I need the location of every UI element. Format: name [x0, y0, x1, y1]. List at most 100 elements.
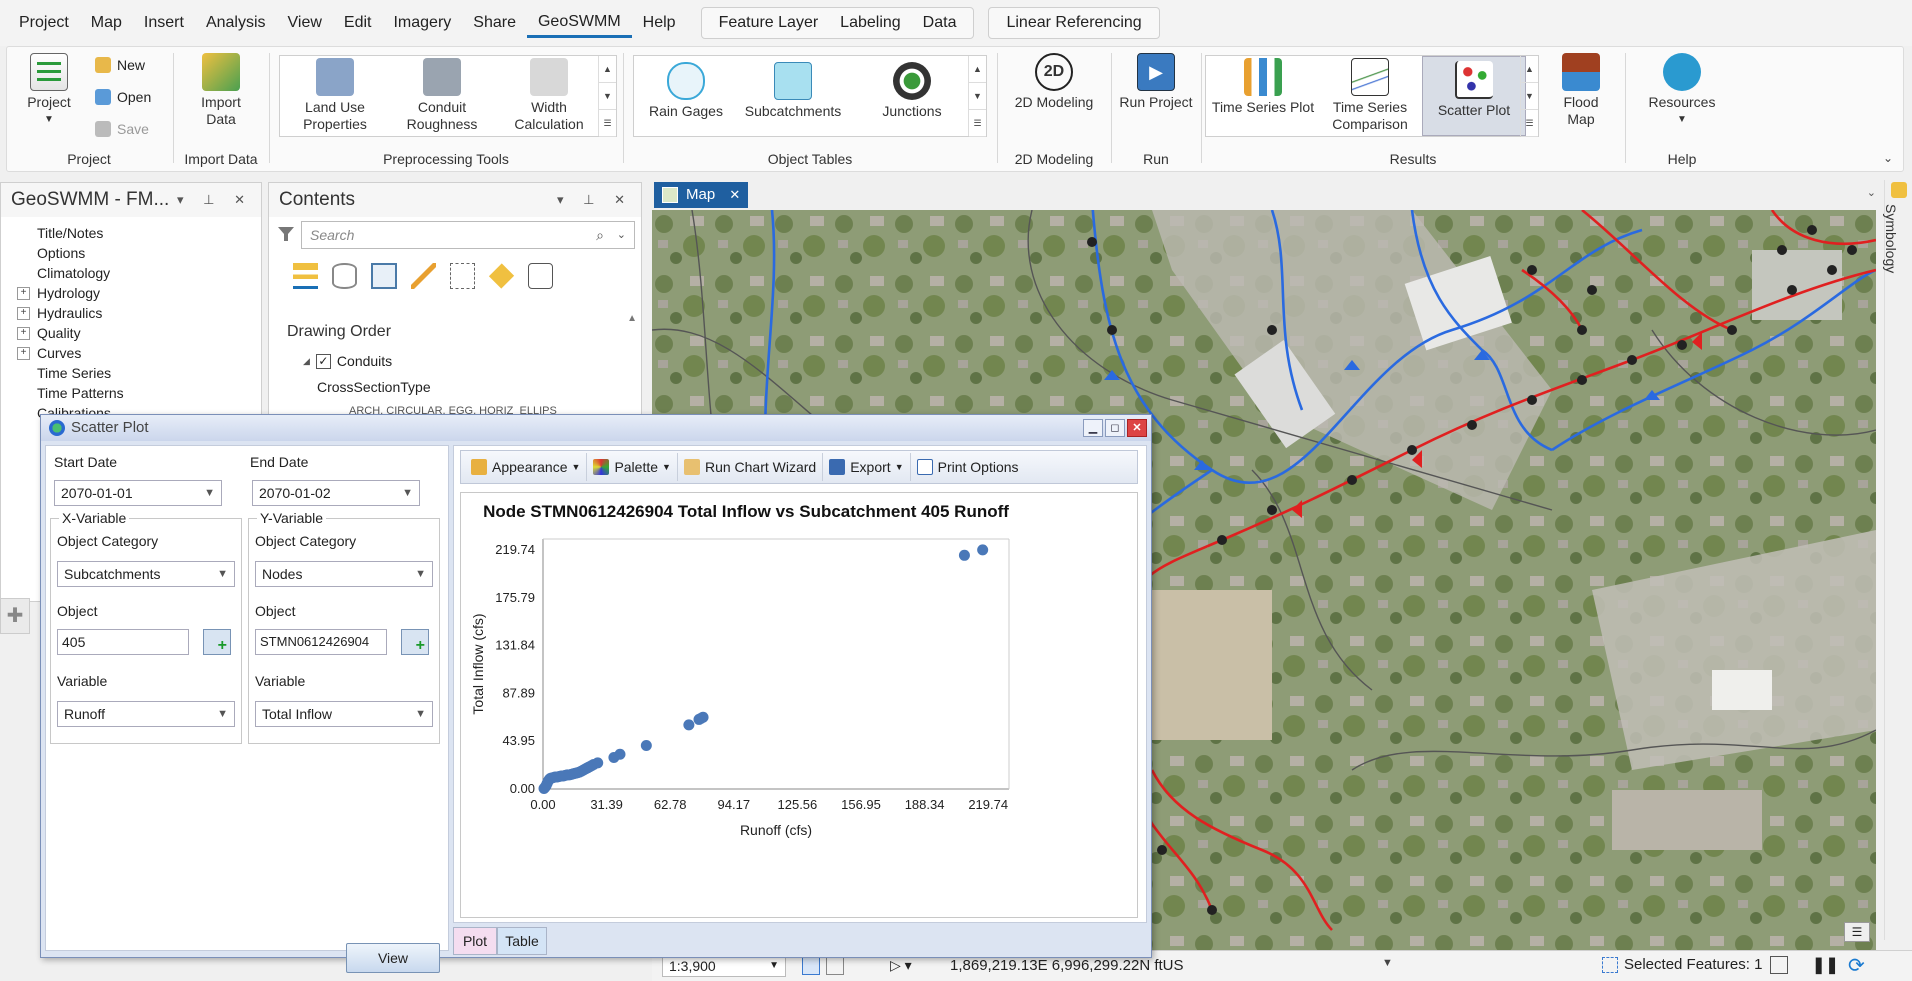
menu-geoswmm[interactable]: GeoSWMM: [526, 8, 632, 38]
snapping-icon[interactable]: [449, 263, 475, 289]
palette-button[interactable]: Palette ▼: [587, 453, 678, 481]
menu-edit[interactable]: Edit: [343, 14, 372, 31]
editing-icon[interactable]: [410, 263, 436, 289]
tree-item-hydraulics[interactable]: Hydraulics: [1, 303, 261, 323]
menu-map[interactable]: Map: [90, 14, 122, 31]
chevron-down-icon: ▼: [894, 462, 904, 472]
menu-analysis[interactable]: Analysis: [205, 14, 266, 31]
filter-icon[interactable]: [1770, 956, 1788, 974]
y-object-pick-button[interactable]: [401, 629, 429, 655]
charts-icon[interactable]: [527, 263, 553, 289]
project-button[interactable]: Project ▼: [19, 53, 79, 128]
fixed-zoom-icon[interactable]: [802, 957, 820, 975]
minimize-button[interactable]: ▁: [1083, 419, 1103, 437]
pause-icon[interactable]: ❚❚: [1812, 957, 1839, 974]
selected-features[interactable]: Selected Features: 1: [1602, 956, 1762, 973]
export-button[interactable]: Export ▼: [823, 453, 911, 481]
time-series-plot-button[interactable]: Time Series Plot: [1208, 58, 1318, 116]
menu-insert[interactable]: Insert: [143, 14, 184, 31]
symbology-side-tab[interactable]: Symbology: [1883, 180, 1912, 940]
close-button[interactable]: ✕: [1127, 419, 1147, 437]
rain-gages-button[interactable]: Rain Gages: [644, 62, 728, 120]
grid-icon[interactable]: [826, 957, 844, 975]
width-calculation-button[interactable]: Width Calculation: [502, 58, 596, 133]
run-project-button[interactable]: ▶ Run Project: [1119, 53, 1193, 111]
menu-share[interactable]: Share: [473, 14, 516, 31]
open-button[interactable]: Open: [95, 89, 151, 105]
labeling-icon[interactable]: [488, 263, 514, 289]
menu-feature-layer[interactable]: Feature Layer: [718, 14, 819, 31]
y-variable-select[interactable]: Total Inflow ▼: [255, 701, 433, 727]
view-button[interactable]: View: [346, 943, 440, 973]
menu-labeling[interactable]: Labeling: [840, 14, 901, 31]
gallery-scroll[interactable]: ▲ ▼ ☰: [598, 56, 616, 137]
scale-selector[interactable]: 1:3,900 ▼: [662, 955, 786, 977]
data-source-icon[interactable]: [332, 263, 358, 289]
search-icon[interactable]: ⌕: [596, 227, 604, 243]
chevron-down-icon[interactable]: ⌄: [1866, 187, 1876, 199]
refresh-icon[interactable]: ⟳: [1848, 955, 1865, 977]
tree-item-curves[interactable]: Curves: [1, 343, 261, 363]
maximize-button[interactable]: ◻: [1105, 419, 1125, 437]
layer-visibility-checkbox[interactable]: ✓: [315, 353, 331, 369]
tree-item-time-patterns[interactable]: Time Patterns: [37, 385, 124, 401]
chevron-down-icon[interactable]: ⌄: [616, 229, 626, 241]
selection-icon[interactable]: [371, 263, 397, 289]
chevron-down-icon[interactable]: ▼: [1382, 957, 1393, 969]
search-input[interactable]: Search ⌕ ⌄: [301, 221, 635, 249]
conduit-roughness-button[interactable]: Conduit Roughness: [392, 58, 492, 133]
y-object-input[interactable]: STMN0612426904: [255, 629, 387, 655]
scroll-up-icon[interactable]: ▲: [627, 313, 637, 324]
menu-linear-referencing[interactable]: Linear Referencing: [1006, 14, 1142, 31]
layer-conduits[interactable]: ◢ ✓ Conduits: [303, 353, 393, 369]
x-variable-select[interactable]: Runoff ▼: [57, 701, 235, 727]
close-icon[interactable]: ✕: [729, 187, 741, 202]
rotation-control[interactable]: ▷ ▾: [890, 957, 912, 973]
x-category-select[interactable]: Subcatchments ▼: [57, 561, 235, 587]
tree-item-climatology[interactable]: Climatology: [37, 265, 111, 281]
print-options-button[interactable]: Print Options: [911, 453, 1025, 481]
land-use-properties-button[interactable]: Land Use Properties: [290, 58, 380, 133]
junctions-button[interactable]: Junctions: [870, 62, 954, 120]
menu-help[interactable]: Help: [642, 14, 676, 31]
menu-data[interactable]: Data: [922, 14, 957, 31]
add-panel-icon[interactable]: ✚: [0, 598, 30, 634]
menu-view[interactable]: View: [287, 14, 322, 31]
collapse-icon[interactable]: ◢: [303, 355, 310, 366]
tree-item-time-series[interactable]: Time Series: [37, 365, 112, 381]
x-object-input[interactable]: 405: [57, 629, 189, 655]
start-date-picker[interactable]: 2070-01-01 ▼: [54, 480, 222, 506]
filter-icon[interactable]: [277, 225, 295, 243]
drawing-order-icon[interactable]: [293, 263, 319, 289]
y-category-select[interactable]: Nodes ▼: [255, 561, 433, 587]
panel-controls[interactable]: ▾ ⊥ ✕: [557, 192, 633, 207]
run-chart-wizard-button[interactable]: Run Chart Wizard: [678, 453, 824, 481]
gallery-scroll[interactable]: ▲ ▼ ☰: [1520, 56, 1538, 137]
tree-item-options[interactable]: Options: [37, 245, 86, 261]
2d-modeling-button[interactable]: 2D 2D Modeling: [1009, 53, 1099, 111]
tab-table[interactable]: Table: [497, 927, 547, 955]
tab-map[interactable]: Map ✕: [654, 182, 748, 208]
tree-item-hydrology[interactable]: Hydrology: [1, 283, 261, 303]
appearance-button[interactable]: Appearance ▼: [465, 453, 588, 481]
save-button[interactable]: Save: [95, 121, 149, 137]
new-button[interactable]: New: [95, 57, 145, 73]
collapse-ribbon-icon[interactable]: ⌄: [1882, 151, 1893, 165]
time-series-comparison-button[interactable]: Time Series Comparison: [1322, 58, 1418, 133]
import-data-button[interactable]: Import Data: [185, 53, 257, 128]
scatter-plot-button[interactable]: Scatter Plot: [1422, 56, 1526, 136]
tree-item-title-notes[interactable]: Title/Notes: [37, 225, 104, 241]
subcatchments-button[interactable]: Subcatchments: [738, 62, 848, 120]
resources-button[interactable]: Resources ▼: [1637, 53, 1727, 128]
menu-project[interactable]: Project: [19, 14, 69, 31]
tab-plot[interactable]: Plot: [453, 927, 497, 955]
window-titlebar[interactable]: Scatter Plot ▁ ◻ ✕: [41, 415, 1151, 441]
menu-imagery[interactable]: Imagery: [393, 14, 452, 31]
flood-map-button[interactable]: Flood Map: [1549, 53, 1613, 128]
panel-controls[interactable]: ▾ ⊥ ✕: [177, 192, 253, 207]
end-date-picker[interactable]: 2070-01-02 ▼: [252, 480, 420, 506]
x-object-pick-button[interactable]: [203, 629, 231, 655]
tree-item-quality[interactable]: Quality: [1, 323, 261, 343]
gallery-scroll[interactable]: ▲ ▼ ☰: [968, 56, 986, 137]
map-overview-icon[interactable]: ☰: [1844, 922, 1870, 942]
